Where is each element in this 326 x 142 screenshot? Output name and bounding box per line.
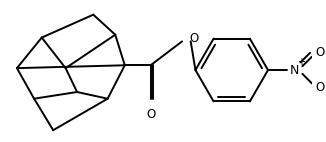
Text: -: - [325, 40, 326, 50]
Text: O: O [146, 108, 155, 121]
Text: O: O [315, 46, 324, 59]
Text: +: + [297, 57, 305, 67]
Text: O: O [315, 81, 324, 94]
Text: O: O [190, 32, 199, 45]
Text: N: N [290, 64, 299, 77]
